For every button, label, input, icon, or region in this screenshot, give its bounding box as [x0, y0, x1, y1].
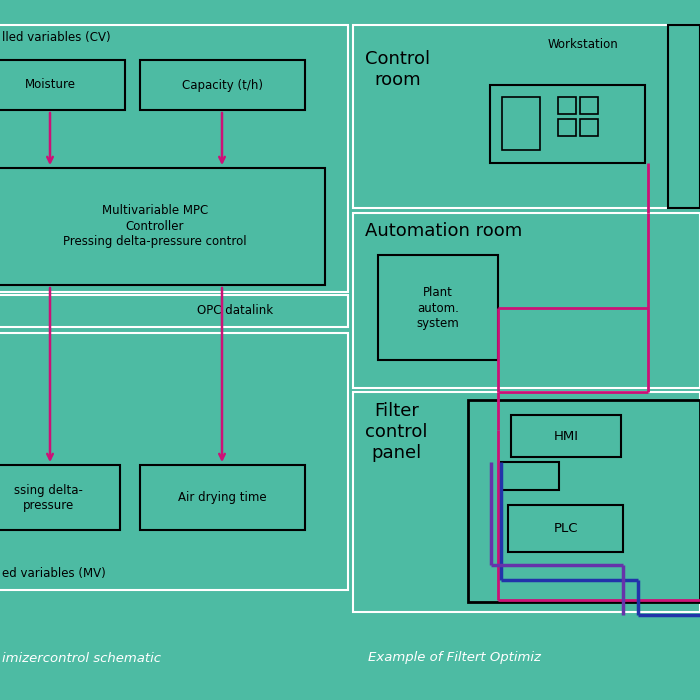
Text: ed variables (MV): ed variables (MV)	[2, 568, 106, 580]
Text: Example of Filtert Optimiz: Example of Filtert Optimiz	[368, 652, 541, 664]
Bar	[502, 97, 540, 150]
Bar	[558, 119, 576, 136]
Text: Air drying time: Air drying time	[178, 491, 266, 505]
Bar	[140, 465, 305, 530]
Bar	[580, 119, 598, 136]
Bar	[490, 85, 645, 163]
Text: Multivariable MPC
Controller
Pressing delta-pressure control: Multivariable MPC Controller Pressing de…	[63, 204, 247, 248]
Text: Control
room: Control room	[365, 50, 430, 89]
Text: Plant
autom.
system: Plant autom. system	[416, 286, 459, 330]
Bar	[353, 25, 700, 208]
Bar	[511, 415, 621, 457]
Text: Filter
control
panel: Filter control panel	[365, 402, 428, 461]
Bar	[378, 255, 498, 360]
Bar	[140, 60, 305, 110]
Bar	[501, 462, 559, 490]
Bar	[0, 168, 325, 285]
Text: Workstation: Workstation	[548, 38, 619, 51]
Text: imizercontrol schematic: imizercontrol schematic	[2, 652, 161, 664]
Text: Automation room: Automation room	[365, 222, 522, 240]
Bar	[0, 295, 348, 327]
Text: OPC datalink: OPC datalink	[197, 304, 273, 318]
Bar	[558, 97, 576, 114]
Bar	[580, 97, 598, 114]
Text: HMI: HMI	[554, 430, 578, 442]
Bar	[668, 25, 700, 208]
Text: Moisture: Moisture	[25, 78, 76, 92]
Text: ssing delta-
pressure: ssing delta- pressure	[13, 484, 83, 512]
Bar	[353, 392, 700, 612]
Bar	[0, 25, 348, 292]
Bar	[468, 400, 700, 602]
Bar	[0, 333, 348, 590]
Bar	[508, 505, 623, 552]
Bar	[0, 60, 125, 110]
Text: lled variables (CV): lled variables (CV)	[2, 32, 111, 45]
Text: PLC: PLC	[554, 522, 578, 536]
Bar	[0, 465, 120, 530]
Bar	[353, 213, 700, 388]
Text: Capacity (t/h): Capacity (t/h)	[181, 78, 262, 92]
